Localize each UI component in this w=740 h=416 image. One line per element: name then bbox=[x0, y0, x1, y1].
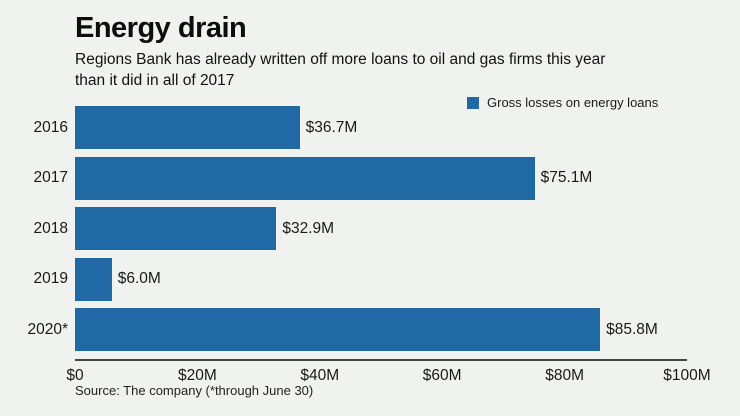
bar-row: 2019 $6.0M bbox=[0, 257, 740, 301]
chart-subtitle-line2: than it did in all of 2017 bbox=[75, 72, 235, 89]
bar-track: $75.1M bbox=[75, 156, 687, 200]
x-tick-label: $100M bbox=[663, 366, 711, 384]
bar bbox=[75, 207, 277, 250]
x-axis-line: $0 $20M $40M $60M $80M $100M bbox=[66, 358, 711, 385]
x-tick-label: $0 bbox=[66, 366, 84, 384]
value-label: $6.0M bbox=[117, 270, 161, 287]
bar-row: 2017 $75.1M bbox=[0, 156, 740, 200]
legend-label: Gross losses on energy loans bbox=[487, 95, 659, 110]
bar-track: $36.7M bbox=[75, 106, 687, 149]
chart-subtitle: Regions Bank has already written off mor… bbox=[75, 49, 605, 91]
bar bbox=[75, 106, 300, 149]
bar-chart: 2016 $36.7M 2017 $75.1M 2018 $32.9M 2019 bbox=[0, 106, 740, 385]
bar-row: 2016 $36.7M bbox=[0, 106, 740, 149]
year-label: 2018 bbox=[33, 219, 68, 237]
x-tick-label: $20M bbox=[178, 366, 217, 384]
year-label: 2020* bbox=[27, 320, 68, 338]
x-tick-label: $60M bbox=[422, 366, 462, 384]
legend-swatch-icon bbox=[467, 96, 479, 109]
source-note: Source: The company (*through June 30) bbox=[75, 383, 314, 398]
chart-title: Energy drain bbox=[75, 12, 247, 44]
bar-track: $32.9M bbox=[75, 207, 687, 250]
year-label: 2019 bbox=[33, 270, 68, 287]
bar-track: $85.8M bbox=[75, 308, 687, 351]
bar-track: $6.0M bbox=[75, 257, 687, 301]
bar-row: 2020* $85.8M bbox=[0, 308, 740, 351]
year-label: 2017 bbox=[33, 169, 68, 186]
year-label: 2016 bbox=[33, 118, 68, 136]
value-label: $85.8M bbox=[606, 320, 658, 338]
value-label: $36.7M bbox=[305, 118, 358, 136]
bar bbox=[75, 308, 601, 351]
bar-row: 2018 $32.9M bbox=[0, 207, 740, 250]
chart-subtitle-line1: Regions Bank has already written off mor… bbox=[75, 51, 606, 68]
value-label: $32.9M bbox=[282, 219, 335, 237]
bar bbox=[75, 257, 112, 301]
x-tick-label: $40M bbox=[300, 366, 340, 384]
bar bbox=[75, 156, 535, 200]
legend: Gross losses on energy loans bbox=[467, 95, 658, 110]
value-label: $75.1M bbox=[540, 169, 593, 186]
x-tick-label: $80M bbox=[545, 366, 584, 384]
